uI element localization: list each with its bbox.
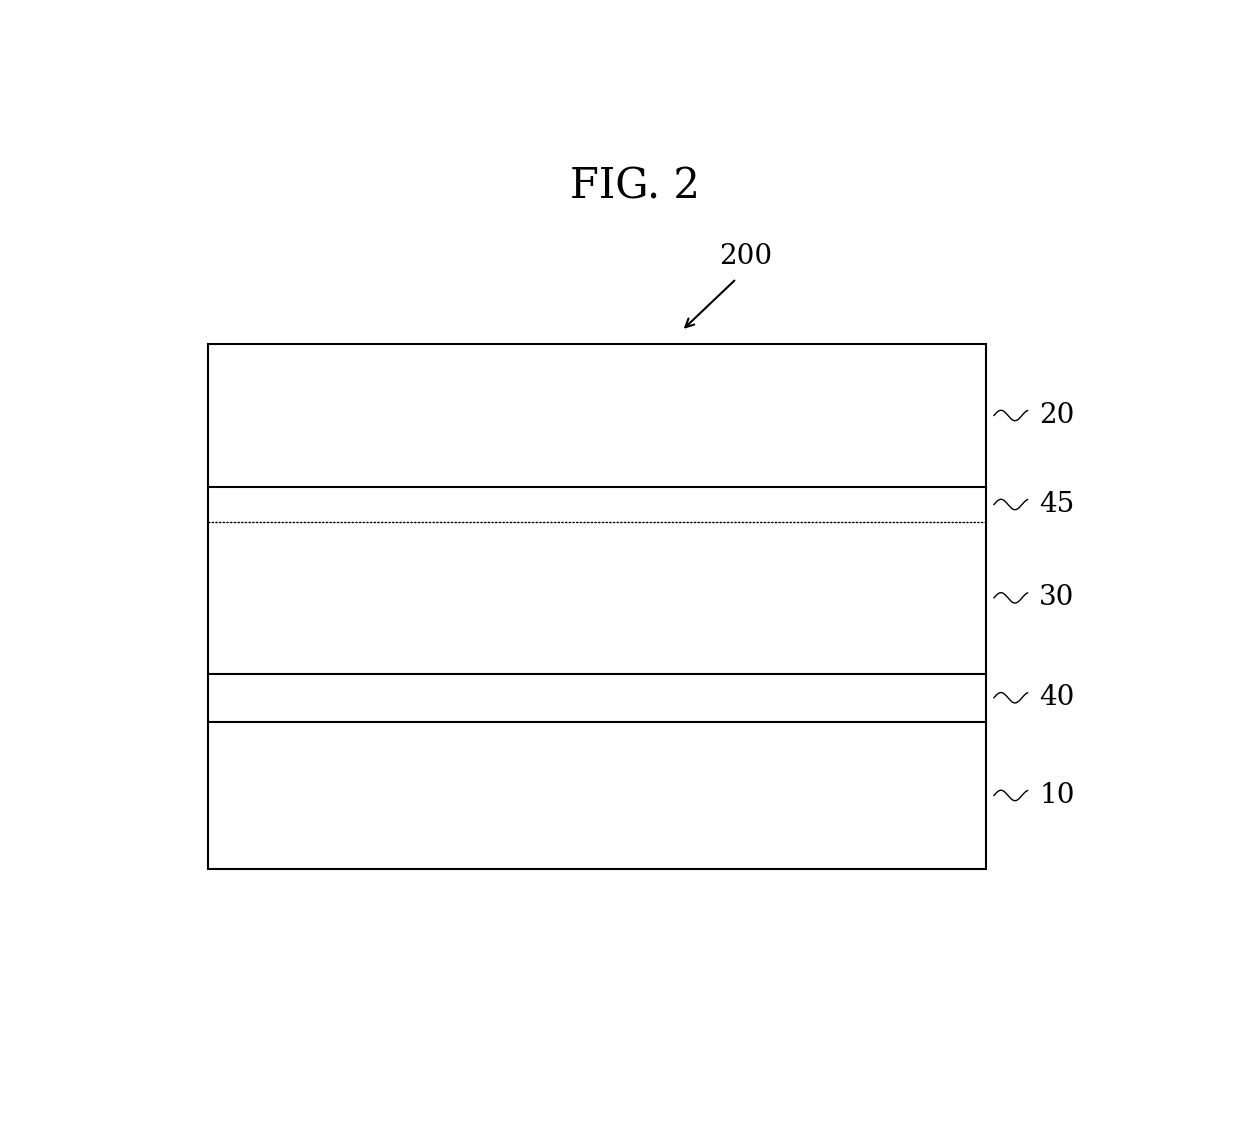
Text: 45: 45 [1039,491,1074,518]
Text: 30: 30 [1039,584,1075,611]
Bar [208,344,986,870]
Text: 200: 200 [719,243,773,270]
Text: 10: 10 [1039,782,1075,809]
Text: 40: 40 [1039,685,1075,712]
Text: 20: 20 [1039,402,1075,429]
Text: FIG. 2: FIG. 2 [570,166,701,208]
